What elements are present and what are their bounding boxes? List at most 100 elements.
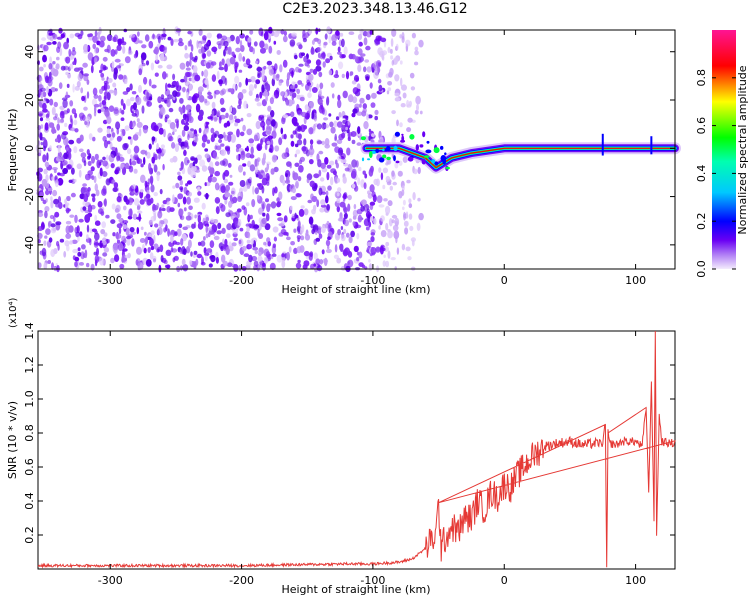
noise-speck [51,176,56,181]
noise-speck [129,96,135,102]
noise-speck [158,127,164,135]
noise-speck [186,145,190,150]
noise-speck [324,138,330,146]
noise-speck [377,78,382,84]
noise-speck [66,83,70,88]
noise-speck [238,81,242,88]
noise-speck [315,258,321,265]
noise-speck [336,192,340,197]
noise-speck [113,182,119,189]
noise-speck [236,154,240,160]
noise-speck [83,106,88,111]
noise-speck [263,90,269,98]
noise-speck [378,84,383,92]
noise-speck [94,214,98,222]
noise-speck [245,58,251,66]
noise-speck [282,114,288,119]
noise-speck [49,98,54,106]
noise-speck [111,203,116,210]
noise-speck [172,131,175,136]
noise-speck [177,202,181,208]
noise-speck [188,205,193,211]
noise-speck [39,117,44,122]
noise-speck [180,238,184,246]
noise-speck [337,51,342,55]
noise-speck [177,41,184,47]
noise-speck [318,99,324,104]
noise-speck [242,163,247,167]
noise-speck [296,139,303,146]
y-tick-label: 20 [23,93,36,107]
noise-speck [42,154,47,163]
signal-blob [382,154,387,159]
noise-speck [409,225,414,232]
noise-speck [68,179,73,183]
noise-speck [231,200,235,204]
noise-speck [160,33,164,41]
noise-speck [65,147,69,151]
noise-speck [186,91,189,100]
noise-speck [218,116,222,124]
noise-speck [179,186,184,191]
noise-speck [122,45,126,54]
y-tick-label: -40 [23,236,36,254]
noise-speck [309,68,314,73]
noise-speck [264,167,269,173]
noise-speck [103,247,110,253]
noise-speck [311,208,316,215]
signal-blob [401,135,405,143]
noise-speck [228,200,233,208]
noise-speck [187,239,192,249]
signal-blob [431,159,436,164]
noise-speck [404,227,409,235]
noise-speck [343,219,350,227]
noise-speck [98,40,105,48]
noise-speck [321,107,325,115]
noise-speck [268,148,272,153]
noise-speck [226,262,233,268]
noise-speck [71,239,78,244]
noise-speck [77,251,82,257]
noise-speck [254,250,258,255]
noise-speck [204,127,209,134]
noise-speck [271,130,277,139]
signal-blob [409,134,415,140]
noise-speck [370,102,376,108]
noise-speck [339,201,346,208]
noise-speck [389,185,393,191]
noise-speck [296,125,302,132]
noise-speck [170,247,174,253]
noise-speck [303,55,308,63]
noise-speck [385,162,389,166]
noise-speck [394,162,399,169]
noise-speck [172,128,177,133]
noise-speck [243,253,250,258]
noise-speck [162,71,167,80]
noise-speck [224,63,228,72]
noise-speck [258,233,264,239]
noise-speck [374,115,379,121]
noise-speck [291,99,295,105]
noise-speck [379,245,384,255]
noise-speck [138,213,141,222]
noise-speck [319,207,325,213]
noise-speck [144,180,148,188]
noise-speck [391,219,395,224]
noise-speck [357,177,361,186]
noise-speck [323,41,328,46]
noise-speck [91,228,97,233]
noise-speck [330,82,335,88]
noise-speck [271,253,277,257]
noise-speck [207,227,212,232]
noise-speck [313,123,316,131]
noise-speck [352,221,356,226]
noise-speck [179,97,184,104]
noise-speck [107,78,113,83]
noise-speck [311,39,315,45]
noise-speck [401,189,405,196]
noise-speck [225,112,229,119]
noise-speck [162,163,165,171]
noise-speck [78,218,84,223]
noise-speck [339,243,344,251]
noise-speck [241,89,247,94]
